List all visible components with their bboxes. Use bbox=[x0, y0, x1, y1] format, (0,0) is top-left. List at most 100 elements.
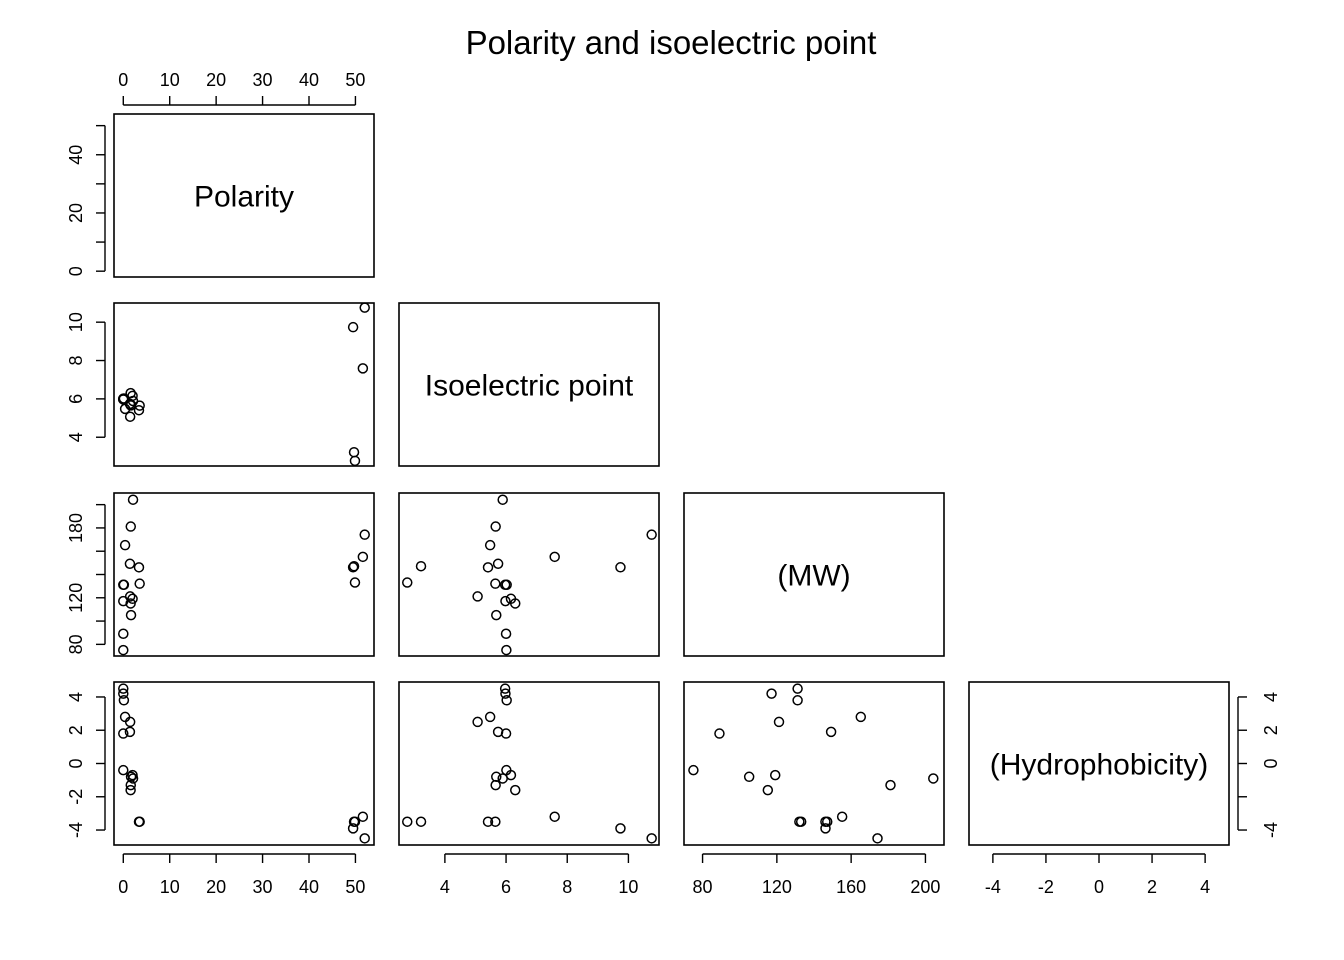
data-point-16 bbox=[402, 577, 413, 588]
tick-label: 80 bbox=[693, 877, 713, 897]
tick-label: 40 bbox=[299, 70, 319, 90]
data-point-0 bbox=[118, 644, 129, 656]
tick-label: 0 bbox=[118, 70, 128, 90]
data-point-17 bbox=[549, 811, 560, 822]
tick-label: 120 bbox=[66, 583, 86, 613]
panel-hydrophobicity-vs-mw bbox=[688, 683, 939, 844]
data-point-8 bbox=[743, 771, 755, 783]
tick-label: 10 bbox=[618, 877, 638, 897]
tick-label: 4 bbox=[440, 877, 450, 897]
data-point-17 bbox=[549, 551, 560, 563]
data-point-7 bbox=[825, 726, 837, 738]
data-point-15 bbox=[415, 560, 427, 572]
panel-frame-2-1 bbox=[398, 492, 660, 657]
data-point-17 bbox=[357, 811, 369, 822]
data-point-15 bbox=[348, 446, 360, 458]
data-point-10 bbox=[885, 779, 896, 791]
data-point-1 bbox=[714, 728, 725, 739]
data-point-10 bbox=[490, 779, 501, 791]
tick-label: 10 bbox=[160, 877, 180, 897]
data-point-15 bbox=[415, 816, 427, 827]
panel-isoelectric-point-vs-polarity bbox=[118, 302, 370, 467]
tick-label: 0 bbox=[66, 758, 86, 768]
data-point-0 bbox=[501, 644, 512, 656]
data-point-10 bbox=[125, 779, 137, 791]
data-point-3 bbox=[118, 688, 129, 699]
tick-label: 50 bbox=[345, 877, 365, 897]
y-axis-hydrophobicity-right: -4 0 2 4 bbox=[1237, 692, 1281, 838]
data-point-1 bbox=[500, 728, 512, 739]
tick-label: -4 bbox=[66, 822, 86, 838]
data-point-16 bbox=[349, 455, 361, 467]
tick-label: 6 bbox=[66, 394, 86, 404]
tick-label: 0 bbox=[1094, 877, 1104, 897]
x-axis-polarity-top: 0 10 20 30 40 50 bbox=[118, 70, 365, 106]
tick-label: 20 bbox=[206, 70, 226, 90]
x-axis-hydrophobicity-bottom: -4 -2 0 2 4 bbox=[985, 853, 1210, 897]
data-point-14 bbox=[490, 816, 501, 827]
tick-label: 2 bbox=[1261, 725, 1281, 735]
data-point-11 bbox=[127, 494, 139, 505]
data-point-16 bbox=[349, 816, 361, 827]
panel-frame-1-1 bbox=[398, 302, 660, 467]
data-point-19 bbox=[872, 833, 883, 844]
tick-label: 10 bbox=[160, 70, 180, 90]
data-point-4 bbox=[501, 695, 512, 706]
data-point-18 bbox=[347, 823, 359, 834]
data-point-13 bbox=[482, 816, 494, 827]
data-point-3 bbox=[500, 595, 511, 607]
data-point-1 bbox=[118, 728, 129, 739]
data-point-1 bbox=[500, 628, 512, 640]
tick-label: 0 bbox=[118, 877, 128, 897]
data-point-10 bbox=[490, 521, 501, 532]
diagonal-label-isoelectric-point: Isoelectric point bbox=[425, 370, 634, 403]
panel-frame-2-2 bbox=[683, 492, 945, 657]
data-point-10 bbox=[125, 521, 137, 532]
tick-label: 180 bbox=[66, 513, 86, 543]
data-point-12 bbox=[505, 593, 517, 605]
tick-label: 160 bbox=[836, 877, 866, 897]
tick-label: -4 bbox=[1261, 822, 1281, 838]
data-point-14 bbox=[490, 578, 501, 589]
data-point-9 bbox=[125, 784, 136, 796]
panel-frame-1-0 bbox=[113, 302, 375, 467]
data-point-5 bbox=[855, 711, 867, 723]
tick-label: 4 bbox=[1200, 877, 1210, 897]
tick-label: -2 bbox=[1038, 877, 1054, 897]
tick-label: 40 bbox=[66, 145, 86, 165]
data-point-12 bbox=[127, 769, 138, 781]
tick-label: 2 bbox=[66, 725, 86, 735]
data-point-2 bbox=[499, 683, 511, 694]
tick-label: 10 bbox=[66, 312, 86, 332]
tick-label: 4 bbox=[66, 432, 86, 442]
panel-frame-3-1 bbox=[398, 681, 660, 846]
data-point-7 bbox=[124, 726, 136, 738]
data-point-15 bbox=[348, 560, 360, 572]
tick-label: 120 bbox=[762, 877, 792, 897]
data-point-19 bbox=[359, 833, 370, 844]
data-point-5 bbox=[119, 711, 131, 723]
panel-frame-3-2 bbox=[683, 681, 945, 846]
tick-label: 4 bbox=[66, 692, 86, 702]
diagonal-label-mw: (MW) bbox=[777, 560, 850, 593]
data-point-6 bbox=[472, 591, 483, 602]
panel-mw-vs-polarity bbox=[118, 494, 370, 656]
y-axis-mw-left: 80 120 180 bbox=[66, 503, 106, 654]
data-point-3 bbox=[766, 688, 777, 699]
diagonal-label-polarity: Polarity bbox=[194, 181, 294, 214]
data-point-17 bbox=[836, 811, 848, 822]
tick-label: 0 bbox=[66, 266, 86, 276]
data-point-13 bbox=[133, 404, 145, 416]
tick-label: 30 bbox=[253, 877, 273, 897]
data-point-2 bbox=[118, 683, 129, 694]
data-point-4 bbox=[118, 695, 130, 706]
data-point-11 bbox=[497, 494, 508, 505]
panel-mw-vs-isoelectric-point bbox=[402, 494, 657, 656]
data-point-18 bbox=[347, 321, 359, 333]
panel-hydrophobicity-vs-isoelectric-point bbox=[402, 683, 657, 844]
data-point-13 bbox=[482, 562, 494, 573]
data-point-9 bbox=[509, 784, 521, 796]
data-point-16 bbox=[402, 816, 413, 827]
tick-label: 8 bbox=[66, 356, 86, 366]
data-point-19 bbox=[646, 529, 657, 540]
